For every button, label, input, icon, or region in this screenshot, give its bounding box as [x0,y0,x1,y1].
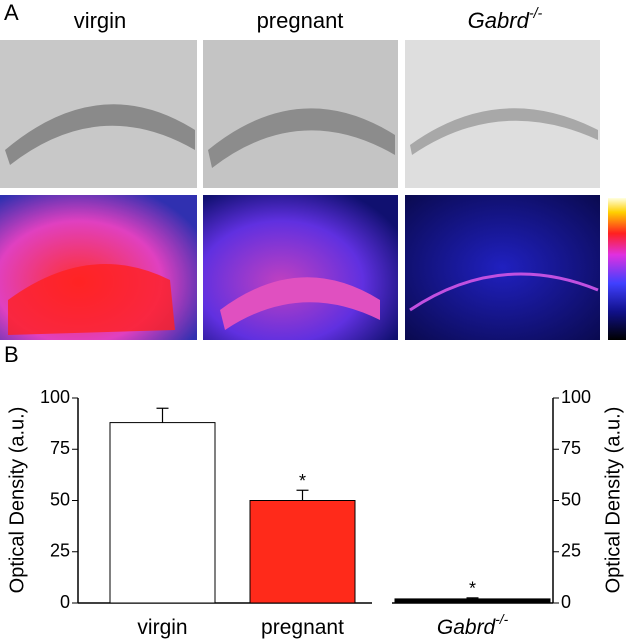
hot-region [220,277,380,330]
label-text: Gabrd [468,8,530,33]
cell-layer [208,108,395,168]
histology-panels [0,40,626,340]
y2-tick-label: 0 [561,592,571,612]
label: pregnant [257,8,344,33]
label: virgin [137,616,187,639]
color-bar [608,198,626,340]
density-knockout [405,195,600,340]
y-tick-label: 100 [40,387,70,407]
y2-tick-label: 100 [561,387,591,407]
y-tick-label: 25 [50,541,70,561]
label-text: pregnant [257,8,344,33]
label-text: pregnant [261,616,344,639]
label-text: Gabrd [437,616,497,639]
label: pregnant [261,616,344,639]
label-superscript: -/- [495,612,508,627]
bar-chart: B 0 25 50 75 100 0 25 50 75 100 Optical Density (a.… [4,342,624,639]
significance-mark: * [469,579,476,599]
significance-mark: * [299,471,306,491]
panel-label: B [4,342,19,367]
y2-tick-label: 75 [561,438,581,458]
y-tick-label: 0 [60,592,70,612]
panel-label: A [4,0,19,25]
label-text: virgin [74,8,127,33]
label: Gabrd-/- [437,612,509,639]
hot-region [409,272,599,312]
cell-layer [5,104,195,165]
y2-tick-label: 25 [561,541,581,561]
y2-tick-label: 50 [561,489,581,509]
hot-region [8,264,175,335]
label: virgin [74,8,127,33]
column-titles: virgin pregnant Gabrd-/- [74,6,543,33]
label: Gabrd-/- [468,6,543,33]
cell-layer [410,108,598,155]
bar [394,598,551,604]
y-tick-label: 75 [50,438,70,458]
label-text: virgin [137,616,187,639]
y-axis-title: Optical Density (a.u.) [6,407,28,594]
bar [249,500,356,604]
label-superscript: -/- [529,6,543,22]
y2-axis-title: Optical Density (a.u.) [602,407,624,594]
y-tick-label: 50 [50,489,70,509]
bar [109,422,216,604]
